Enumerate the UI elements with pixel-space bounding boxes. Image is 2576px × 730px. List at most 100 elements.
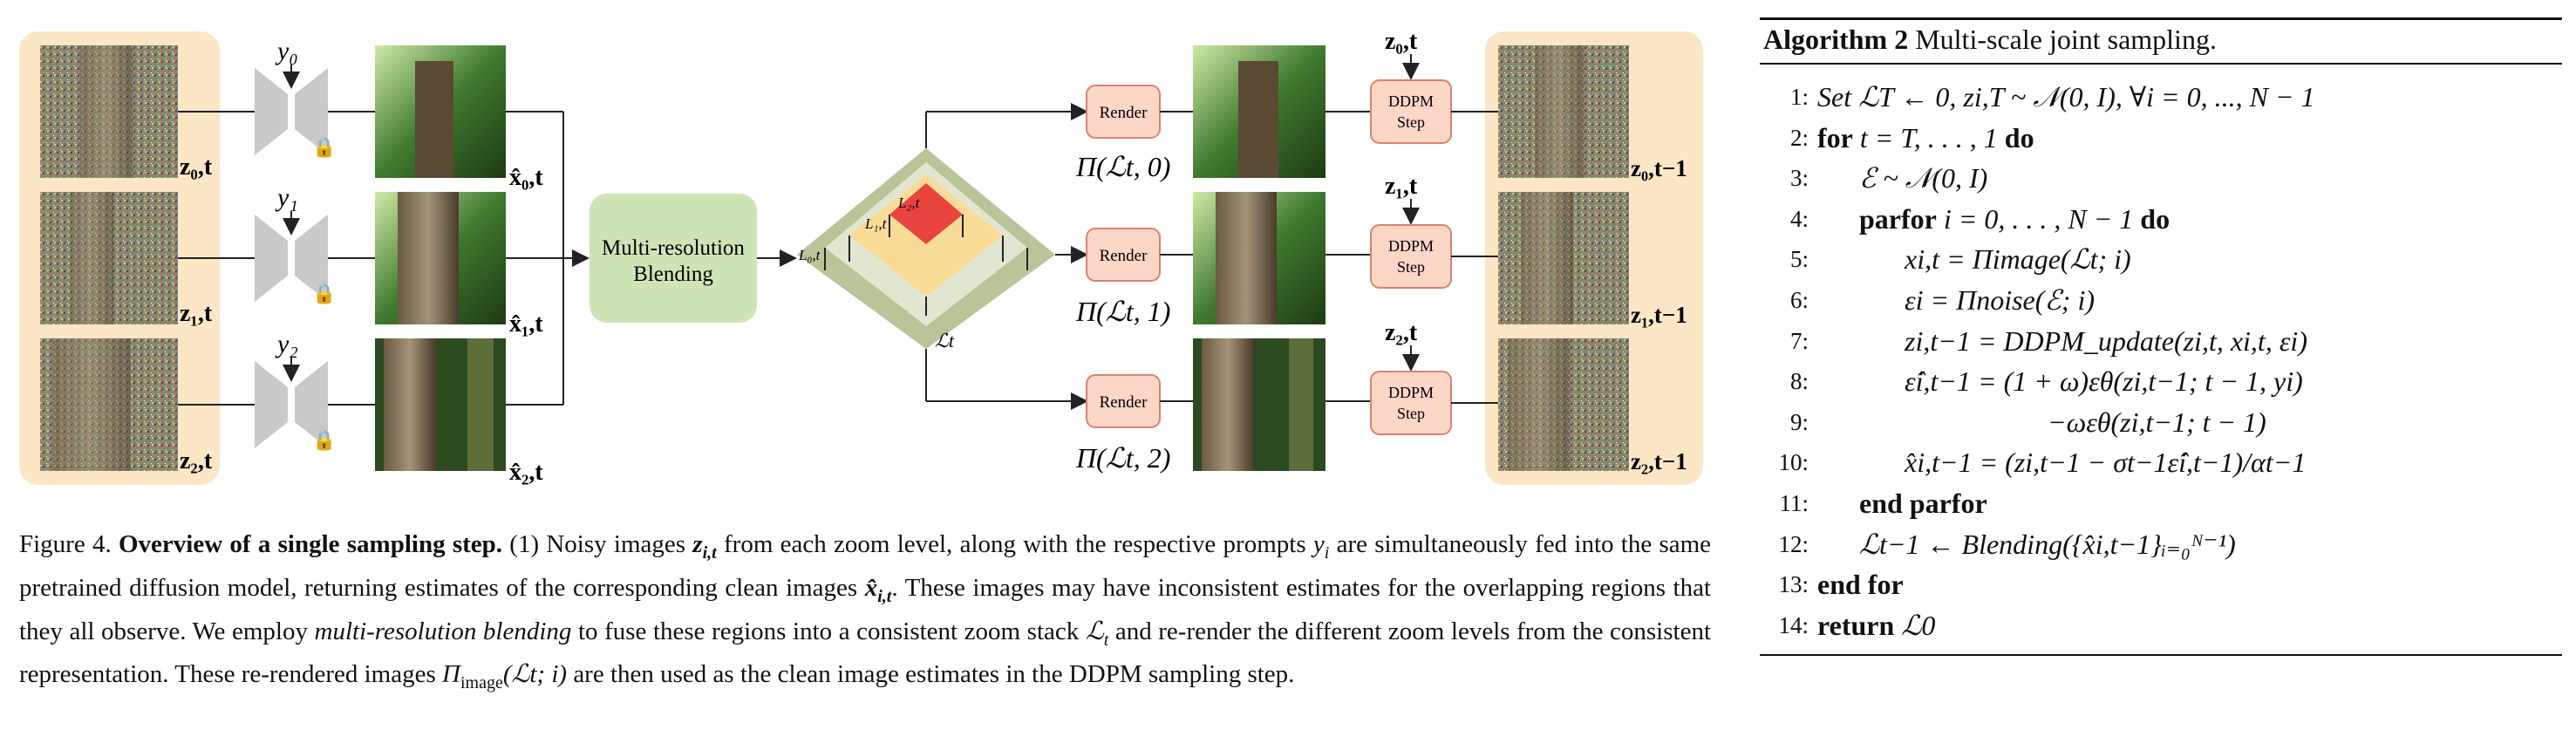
svg-text:y₂: y₂ xyxy=(275,330,298,358)
svg-text:Step: Step xyxy=(1397,405,1425,422)
algo-line-10: 10: x̂i,t−1 = (zi,t−1 − σt−1ε̂i,t−1)/αt−… xyxy=(1778,447,2307,479)
caption-text-7: are then used as the clean image estimat… xyxy=(573,660,1295,689)
algo-line-4: 4: parfor i = 0, . . . , N − 1 do xyxy=(1789,202,2171,235)
algorithm-top-rule xyxy=(1760,17,2562,20)
svg-text:x̂₁,t: x̂₁,t xyxy=(509,310,543,338)
svg-text:Step: Step xyxy=(1397,113,1425,131)
output-label-1: z₁,t−1 xyxy=(1631,302,1687,328)
stack-label-L1: L₁,t xyxy=(864,215,888,232)
svg-text:z₁,t: z₁,t xyxy=(1385,173,1418,200)
lock-icon: 🔒 xyxy=(312,429,336,451)
diffusion-model-0: 🔒 xyxy=(255,68,336,158)
render-label-2: Render xyxy=(1100,393,1148,412)
ddpm-step-box-2: DDPM Step xyxy=(1370,371,1452,435)
render-output-1: Π(ℒt, 1) xyxy=(1075,296,1170,327)
diffusion-model-1: 🔒 xyxy=(255,215,336,304)
caption-math-z: zi,t xyxy=(692,530,717,563)
render-label-0: Render xyxy=(1100,104,1148,122)
caption-text-2: from each zoom level, along with the res… xyxy=(724,530,1306,558)
noise-input-1: z₁,t xyxy=(1385,173,1418,200)
algo-line-14: 14: return ℒ0 xyxy=(1778,609,1936,641)
svg-text:Render: Render xyxy=(1100,104,1148,122)
svg-text:y₁: y₁ xyxy=(275,183,298,212)
noise-input-2: z₂,t xyxy=(1385,319,1418,346)
render-box-1: Render xyxy=(1086,228,1161,282)
caption-text-5: to fuse these regions into a consistent … xyxy=(577,617,1080,645)
svg-text:L₀,t: L₀,t xyxy=(798,247,821,263)
algo-line-3: 3: ℰ ~ 𝒩(0, I) xyxy=(1789,162,1988,194)
caption-label: Figure 4. xyxy=(19,530,112,558)
rendered-image-2 xyxy=(1193,338,1325,471)
caption-math-xhat: x̂i,t xyxy=(864,573,892,606)
blend-label-line1: Multi-resolution xyxy=(602,236,745,260)
figure-caption: Figure 4. Overview of a single sampling … xyxy=(19,527,1711,700)
render-box-0: Render xyxy=(1086,85,1161,139)
algo-line-2: 2: for t = T, . . . , 1 do xyxy=(1789,121,2034,154)
ddpm-line1-2: DDPM xyxy=(1388,384,1434,401)
svg-text:Step: Step xyxy=(1397,258,1425,276)
noisy-image-1 xyxy=(40,192,178,324)
caption-text-3: are simultaneously fed into the same pre… xyxy=(19,530,1712,602)
stack-label-L2: L₂,t xyxy=(897,194,921,211)
caption-bold-title: Overview of a single sampling step. xyxy=(119,530,503,558)
algo-line-8: 8: ε̂i,t−1 = (1 + ω)εθ(zi,t−1; t − 1, yi… xyxy=(1789,365,2303,398)
caption-text-6: and re-render the different zoom levels … xyxy=(19,617,1712,689)
algorithm-bottom-rule xyxy=(1760,654,2562,657)
estimate-label-0: x̂₀,t xyxy=(509,164,543,191)
caption-math-Pi: Πimage(ℒt; i) xyxy=(442,660,568,693)
render-output-2: Π(ℒt, 2) xyxy=(1075,442,1170,474)
ddpm-line2-0: Step xyxy=(1397,113,1425,131)
noisy-image-0 xyxy=(40,45,178,178)
algo-line-9: 9: −ωεθ(zi,t−1; t − 1) xyxy=(1789,406,2266,438)
stack-label-L0: L₀,t xyxy=(798,247,821,263)
render-label-1: Render xyxy=(1100,247,1148,265)
rendered-image-1 xyxy=(1193,192,1325,324)
multi-resolution-blending-box xyxy=(589,194,757,323)
svg-text:Render: Render xyxy=(1100,247,1148,265)
overview-figure: z₀,t z₁,t z₂,t 🔒 🔒 🔒 y₀ y₁ y₂ xyxy=(19,28,1703,486)
svg-text:DDPM: DDPM xyxy=(1388,384,1434,401)
estimate-image-2 xyxy=(375,338,506,471)
blend-label-line2: Blending xyxy=(633,263,713,286)
prompt-1: y₁ xyxy=(275,183,298,212)
output-label-2: z₂,t−1 xyxy=(1631,448,1687,474)
svg-text:z₀,t: z₀,t xyxy=(180,154,213,181)
svg-text:z₂,t: z₂,t xyxy=(1385,319,1418,346)
algorithm-title: Multi-scale joint sampling. xyxy=(1915,24,2217,55)
noisy-label-1: z₁,t xyxy=(180,300,213,327)
render-box-2: Render xyxy=(1086,374,1161,428)
lock-icon: 🔒 xyxy=(312,283,336,304)
algo-line-12: 12: ℒt−1 ← Blending({x̂i,t−1}ᵢ₌₀ᴺ⁻¹) xyxy=(1778,528,2236,560)
diffusion-model-2: 🔒 xyxy=(255,361,336,451)
output-image-1 xyxy=(1498,192,1629,324)
svg-text:DDPM: DDPM xyxy=(1388,237,1434,255)
svg-text:Render: Render xyxy=(1100,393,1148,412)
caption-text-1: (1) Noisy images xyxy=(509,530,686,558)
caption-math-Lt: ℒt xyxy=(1085,617,1109,650)
svg-text:z₂,t: z₂,t xyxy=(180,447,213,474)
algo-line-1: 1: Set ℒT ← 0, zi,T ~ 𝒩(0, I), ∀i = 0, .… xyxy=(1789,81,2315,113)
svg-text:Π(ℒt, 1): Π(ℒt, 1) xyxy=(1075,296,1170,327)
caption-text-4: . These images may have inconsistent est… xyxy=(19,573,1712,645)
svg-text:ℒt: ℒt xyxy=(935,330,955,351)
output-image-2 xyxy=(1498,338,1629,471)
estimate-label-2: x̂₂,t xyxy=(509,459,543,486)
output-label-0: z₀,t−1 xyxy=(1631,155,1687,181)
algo-line-13: 13: end for xyxy=(1778,569,1904,601)
prompt-2: y₂ xyxy=(275,330,298,358)
zoom-stack xyxy=(797,148,1055,349)
svg-text:L₁,t: L₁,t xyxy=(864,215,888,232)
lock-icon: 🔒 xyxy=(312,136,336,158)
noisy-image-2 xyxy=(40,338,178,471)
estimate-label-1: x̂₁,t xyxy=(509,310,543,338)
caption-math-y: yi xyxy=(1312,530,1330,563)
noisy-label-2: z₂,t xyxy=(180,447,213,474)
noise-input-0: z₀,t xyxy=(1385,28,1418,55)
ddpm-step-box-0: DDPM Step xyxy=(1370,79,1452,144)
svg-text:Multi-resolution: Multi-resolution xyxy=(602,236,745,260)
algorithm-label: Algorithm 2 xyxy=(1763,24,1909,55)
ddpm-line2-2: Step xyxy=(1397,405,1425,422)
svg-text:Π(ℒt, 0): Π(ℒt, 0) xyxy=(1075,151,1170,182)
stack-label-Lt: ℒt xyxy=(935,330,955,351)
ddpm-step-box-1: DDPM Step xyxy=(1370,224,1452,289)
